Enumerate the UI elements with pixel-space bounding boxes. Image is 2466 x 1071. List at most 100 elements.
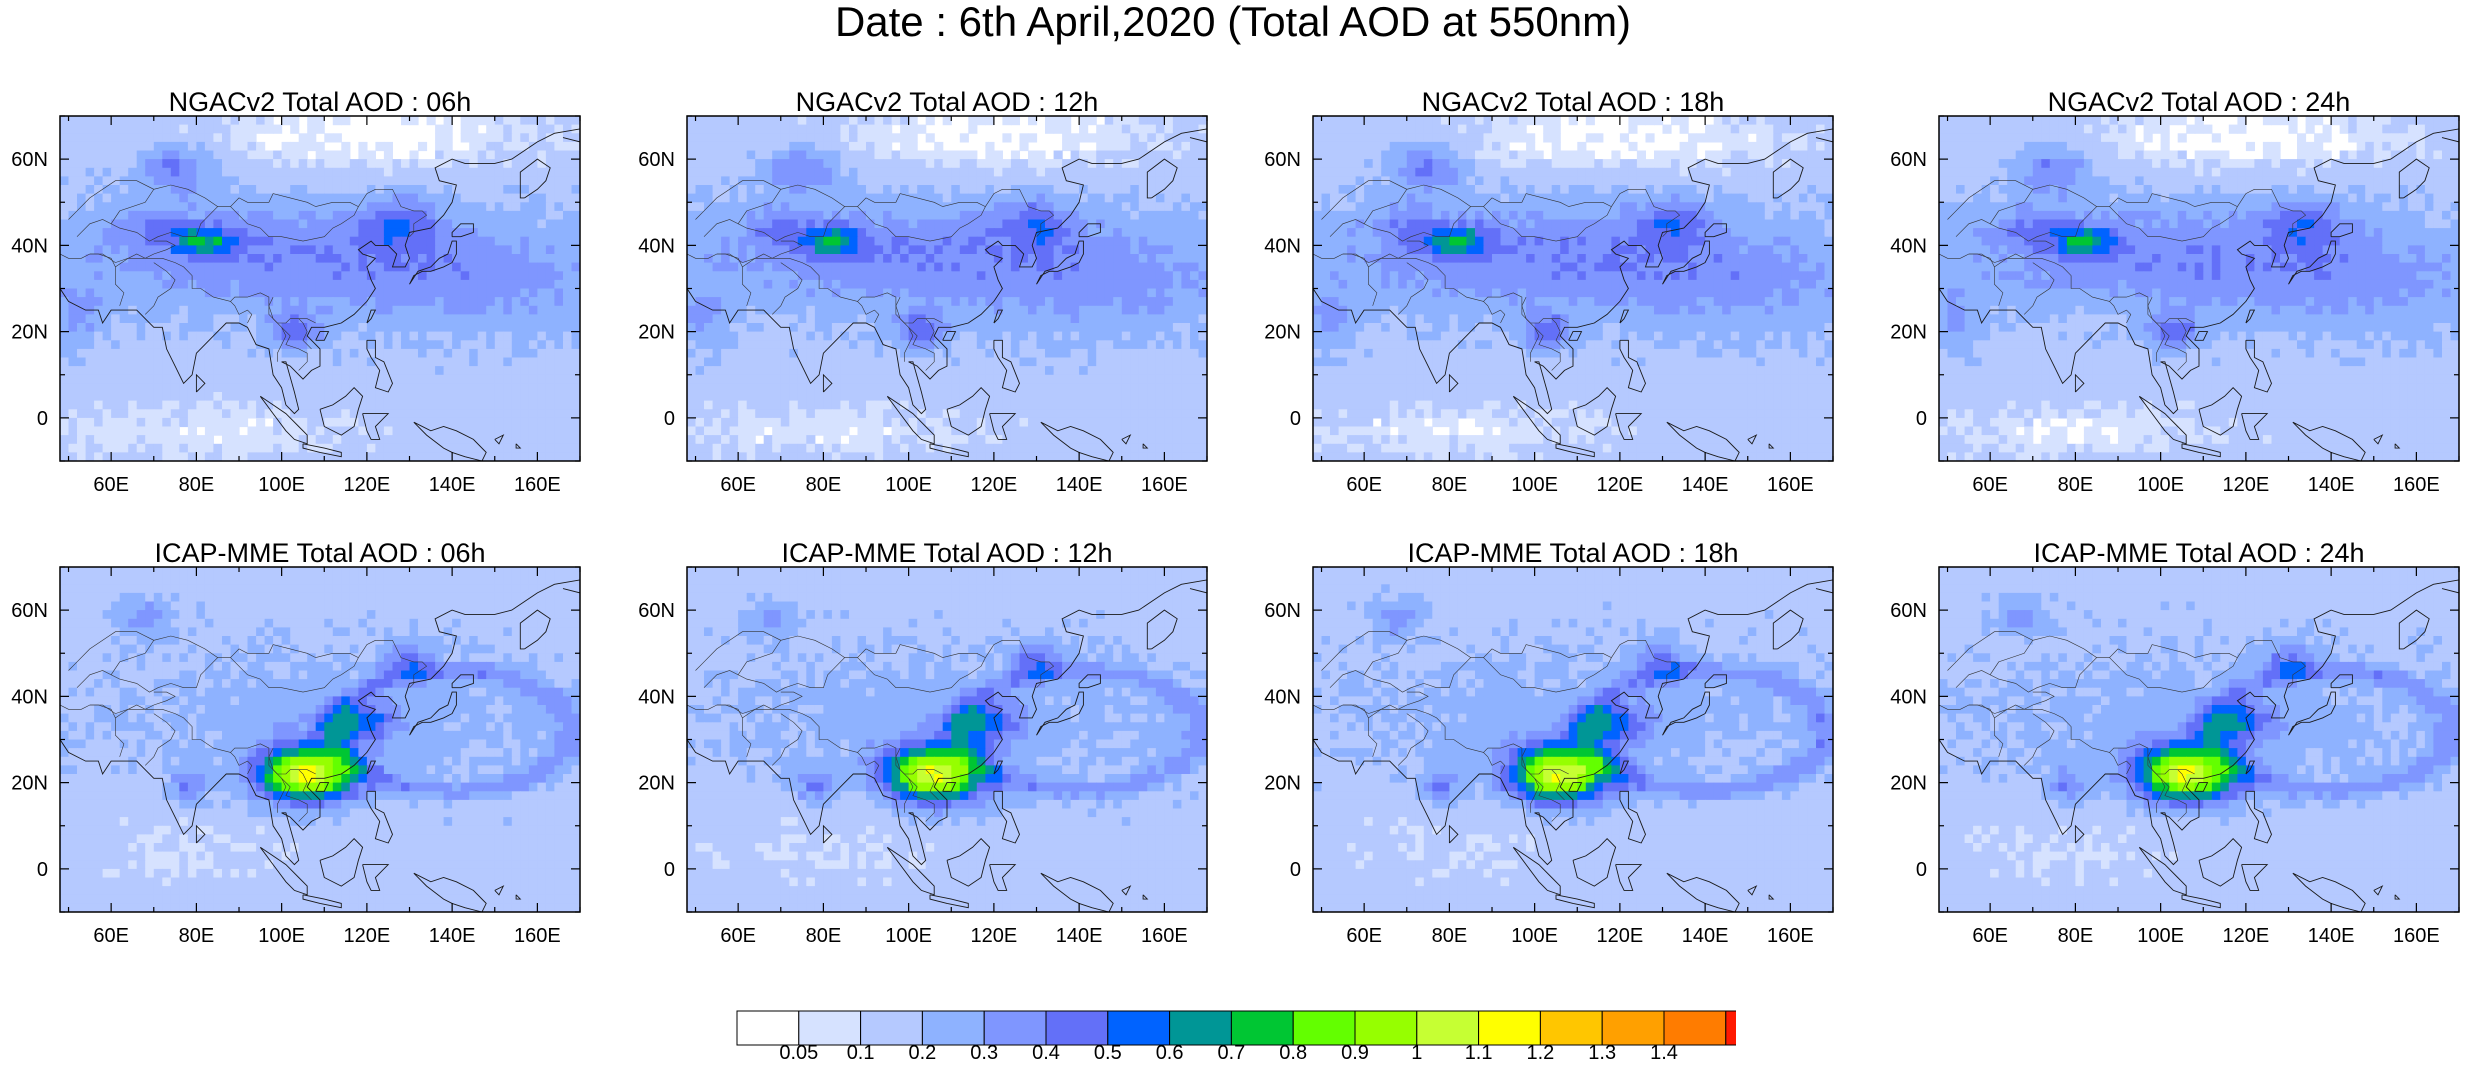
border-line xyxy=(1530,778,1540,813)
colorbar-label: 0.05 xyxy=(779,1042,818,1064)
lon-tick-label: 140E xyxy=(2308,474,2355,496)
country-borders xyxy=(1939,180,2307,371)
lon-tick-label: 80E xyxy=(1432,474,1468,496)
border-line xyxy=(904,327,914,362)
country-borders xyxy=(687,631,1055,822)
border-line xyxy=(1483,301,1506,324)
coastline xyxy=(319,387,364,436)
coastline xyxy=(1568,782,1583,792)
lon-tick-label: 140E xyxy=(429,925,476,947)
coastline xyxy=(366,309,377,324)
coastline xyxy=(1615,864,1643,891)
lat-tick-label: 60N xyxy=(638,600,675,622)
border-line xyxy=(60,704,125,757)
coastlines xyxy=(60,128,580,461)
panel-title: ICAP-MME Total AOD : 18h xyxy=(1313,537,1833,569)
coastline xyxy=(562,137,580,143)
coastline xyxy=(1572,387,1617,436)
border-line xyxy=(1939,253,2004,306)
border-line xyxy=(230,206,359,242)
aod-field xyxy=(687,567,1207,912)
lon-tick-label: 60E xyxy=(1346,925,1382,947)
coastline xyxy=(1572,838,1617,887)
coastline xyxy=(515,894,522,900)
map-panel: ICAP-MME Total AOD : 24h 60E 80E 100E 120E 14… xyxy=(1879,537,2460,1017)
border-line xyxy=(1313,253,1378,306)
lon-tick-label: 80E xyxy=(179,925,215,947)
lat-tick-label: 0 xyxy=(1290,859,1301,881)
border-line xyxy=(2156,778,2166,813)
border-line xyxy=(703,640,1055,693)
lon-tick-label: 100E xyxy=(885,474,932,496)
coastline xyxy=(302,894,342,909)
border-line xyxy=(76,189,428,242)
coastline xyxy=(2330,223,2353,238)
lon-tick-label: 100E xyxy=(258,474,305,496)
lon-tick-label: 160E xyxy=(514,925,561,947)
coastline xyxy=(60,128,580,415)
coastline xyxy=(366,339,393,393)
map-panel: ICAP-MME Total AOD : 12h 60E 80E 100E 120E 14… xyxy=(627,537,1208,1017)
map-panel: NGACv2 Total AOD : 18h 60E 80E 100E 120E 140E… xyxy=(1253,86,1834,566)
lon-tick-label: 60E xyxy=(1346,474,1382,496)
coastline xyxy=(366,760,377,775)
coastline xyxy=(519,158,551,199)
coastline xyxy=(2074,824,2085,844)
border-line xyxy=(2109,752,2132,775)
lat-tick-label: 20N xyxy=(1264,322,1301,344)
lon-tick-label: 60E xyxy=(93,474,129,496)
coastline xyxy=(2292,421,2366,461)
border-line xyxy=(230,301,253,324)
coastline xyxy=(2198,387,2243,436)
border-line xyxy=(1521,747,1561,822)
border-line xyxy=(230,657,359,693)
border-line xyxy=(716,691,803,714)
coastline xyxy=(946,838,991,887)
border-line xyxy=(1313,704,1378,757)
border-line xyxy=(1551,318,1565,350)
coastline xyxy=(1555,443,1595,458)
border-line xyxy=(153,635,218,658)
coastline xyxy=(1747,885,1758,896)
lat-tick-label: 40N xyxy=(1264,235,1301,257)
colorbar-swatch xyxy=(1725,1010,1736,1046)
lon-tick-label: 100E xyxy=(2137,474,2184,496)
lon-tick-label: 120E xyxy=(2223,474,2270,496)
colorbar-swatch xyxy=(1416,1010,1480,1046)
border-line xyxy=(89,240,176,263)
coastline xyxy=(1142,443,1149,449)
coastline xyxy=(886,395,935,445)
lat-tick-label: 40N xyxy=(638,686,675,708)
coastline xyxy=(413,872,487,912)
coastline xyxy=(451,223,474,238)
coastline xyxy=(2398,609,2430,650)
coastline xyxy=(1662,691,1710,736)
coastline xyxy=(1078,674,1101,689)
lat-tick-label: 0 xyxy=(664,408,675,430)
coastline xyxy=(942,331,957,341)
border-line xyxy=(68,631,155,675)
colorbar-label: 0.5 xyxy=(1094,1042,1122,1064)
coastline xyxy=(1619,760,1630,775)
coastline xyxy=(195,373,206,393)
lat-tick-label: 40N xyxy=(11,686,48,708)
lat-tick-label: 0 xyxy=(664,859,675,881)
coastline xyxy=(929,443,969,458)
coastline xyxy=(1121,885,1132,896)
colorbar-swatch xyxy=(1292,1010,1356,1046)
lat-tick-label: 20N xyxy=(1890,773,1927,795)
lon-tick-label: 140E xyxy=(1682,474,1729,496)
coastline xyxy=(1619,309,1630,324)
border-line xyxy=(1955,640,2307,693)
lon-tick-label: 160E xyxy=(1141,474,1188,496)
border-line xyxy=(780,184,845,207)
coastline xyxy=(1512,395,1561,445)
coastline xyxy=(1939,128,2459,415)
coastline xyxy=(1040,421,1114,461)
colorbar-label: 1.1 xyxy=(1465,1042,1493,1064)
lon-tick-label: 80E xyxy=(2058,925,2094,947)
coastlines xyxy=(687,579,1207,912)
border-line xyxy=(1483,657,1612,693)
border-line xyxy=(1321,180,1408,224)
coastline xyxy=(942,782,957,792)
